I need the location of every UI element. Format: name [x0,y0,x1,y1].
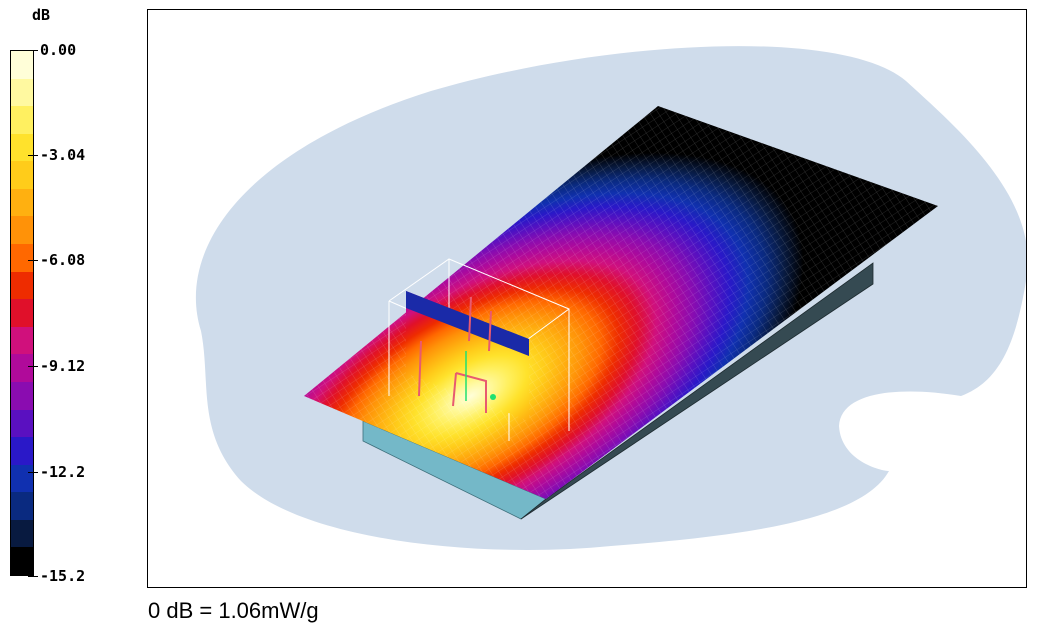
sar-plot-area [147,9,1027,588]
colorbar-band [11,271,33,300]
phantom-side-right [520,262,874,520]
colorbar-band [11,299,33,327]
colorbar-tick-label: -12.2 [40,463,86,481]
colorbar-band [11,133,33,162]
colorbar-band [11,326,33,355]
colorbar-band [11,492,33,520]
colorbar-unit-label: dB [32,6,51,24]
colorbar-tick-mark [28,472,38,473]
colorbar-tick-mark [28,50,38,51]
colorbar-tick-label: -3.04 [40,146,86,164]
colorbar-band [11,216,33,245]
colorbar-band [11,381,33,410]
colorbar [10,50,34,576]
colorbar-band [11,354,33,382]
colorbar-band [11,161,33,189]
colorbar-band [11,519,33,548]
feed-dot [490,394,496,400]
colorbar-band [11,409,33,438]
sar-3d-plot [195,46,1026,550]
colorbar-tick-label: 0.00 [40,41,77,59]
colorbar-tick-mark [28,576,38,577]
colorbar-band [11,78,33,107]
vertical-slice-top [406,291,529,356]
reference-note: 0 dB = 1.06mW/g [148,598,319,623]
colorbar-tick-label: -9.12 [40,357,86,375]
colorbar-band [11,106,33,134]
colorbar-tick-mark [28,260,38,261]
colorbar-band [11,437,33,465]
colorbar-tick-mark [28,155,38,156]
colorbar-band [11,188,33,217]
colorbar-tick-label: -6.08 [40,251,86,269]
colorbar-tick-mark [28,366,38,367]
surface-grid [304,106,938,499]
colorbar-band [11,51,33,79]
colorbar-band [11,547,33,575]
vertical-sar-slice [406,291,529,421]
colorbar-tick-label: -15.2 [40,567,86,585]
colorbar-band [11,464,33,493]
colorbar-band [11,244,33,272]
